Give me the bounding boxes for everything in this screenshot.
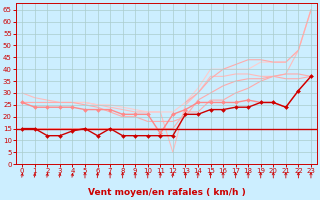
X-axis label: Vent moyen/en rafales ( km/h ): Vent moyen/en rafales ( km/h ): [88, 188, 245, 197]
